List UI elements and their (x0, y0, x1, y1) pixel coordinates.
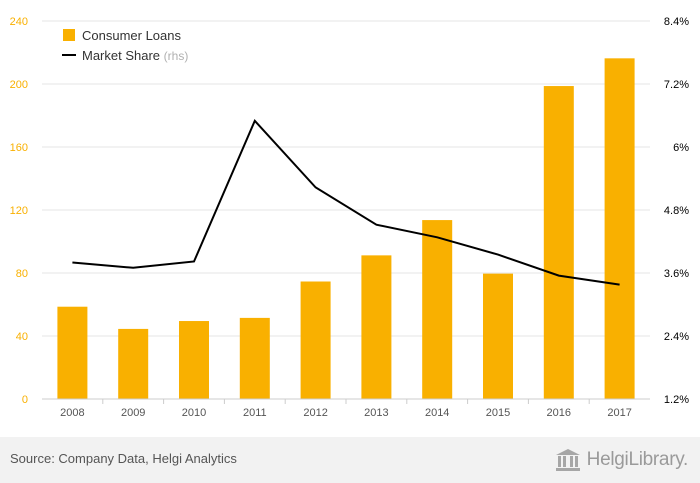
bar (239, 317, 270, 399)
bar (422, 220, 453, 399)
brand-logo: HelgiLibrary. (555, 447, 688, 473)
x-tick-label: 2011 (243, 407, 267, 419)
brand-name: HelgiLibrary. (586, 449, 689, 470)
x-tick-label: 2010 (182, 407, 206, 419)
axes: 0 40 80 120 160 200 240 1.2% 2.4% 3.6% 4.8% 6% 7.2% 8… (10, 16, 690, 419)
bar (179, 321, 209, 399)
y-left-tick-label: 0 (22, 394, 28, 406)
bar (300, 281, 331, 399)
y-right-tick-label: 6% (673, 142, 689, 154)
bar (118, 328, 149, 399)
x-tick-label: 2008 (60, 407, 84, 419)
x-tick-label: 2015 (486, 407, 510, 419)
x-tick-label: 2013 (364, 407, 388, 419)
y-left-tick-label: 120 (10, 205, 28, 217)
legend-swatch-consumer-loans (63, 29, 75, 41)
legend-label-market-share: Market Share (rhs) (82, 48, 188, 63)
y-right-tick-label: 1.2% (664, 394, 689, 406)
bar (483, 273, 513, 399)
library-building-icon (555, 449, 580, 471)
chart: 0 40 80 120 160 200 240 1.2% 2.4% 3.6% 4.8% 6% 7.2% 8… (10, 16, 690, 419)
bar (57, 306, 88, 399)
y-right-tick-label: 4.8% (664, 205, 689, 217)
y-left-tick-label: 80 (16, 268, 28, 280)
legend: Consumer Loans Market Share (rhs) (62, 28, 188, 63)
line-series (72, 118, 620, 286)
market-share-line (72, 118, 620, 286)
bar (361, 255, 392, 399)
y-right-tick-label: 8.4% (664, 16, 689, 28)
x-tick-label: 2009 (121, 407, 145, 419)
footer: Source: Company Data, Helgi Analytics He… (0, 437, 700, 483)
x-tick-label: 2016 (547, 407, 571, 419)
y-left-tick-label: 240 (10, 16, 28, 28)
legend-label-market-share-text: Market Share (82, 48, 160, 63)
y-right-tick-label: 7.2% (664, 79, 689, 91)
x-tick-label: 2012 (303, 407, 327, 419)
y-left-tick-label: 160 (10, 142, 28, 154)
y-right-tick-label: 3.6% (664, 268, 689, 280)
y-left-tick-label: 200 (10, 79, 28, 91)
y-left-tick-label: 40 (16, 331, 28, 343)
legend-label-consumer-loans: Consumer Loans (82, 28, 181, 43)
x-tick-label: 2014 (425, 407, 449, 419)
source-note: Source: Company Data, Helgi Analytics (10, 451, 237, 466)
bar-series (57, 58, 635, 400)
bar (604, 58, 635, 399)
x-tick-label: 2017 (607, 407, 631, 419)
bar (543, 86, 574, 400)
legend-label-rhs: (rhs) (164, 49, 189, 63)
y-right-tick-label: 2.4% (664, 331, 689, 343)
